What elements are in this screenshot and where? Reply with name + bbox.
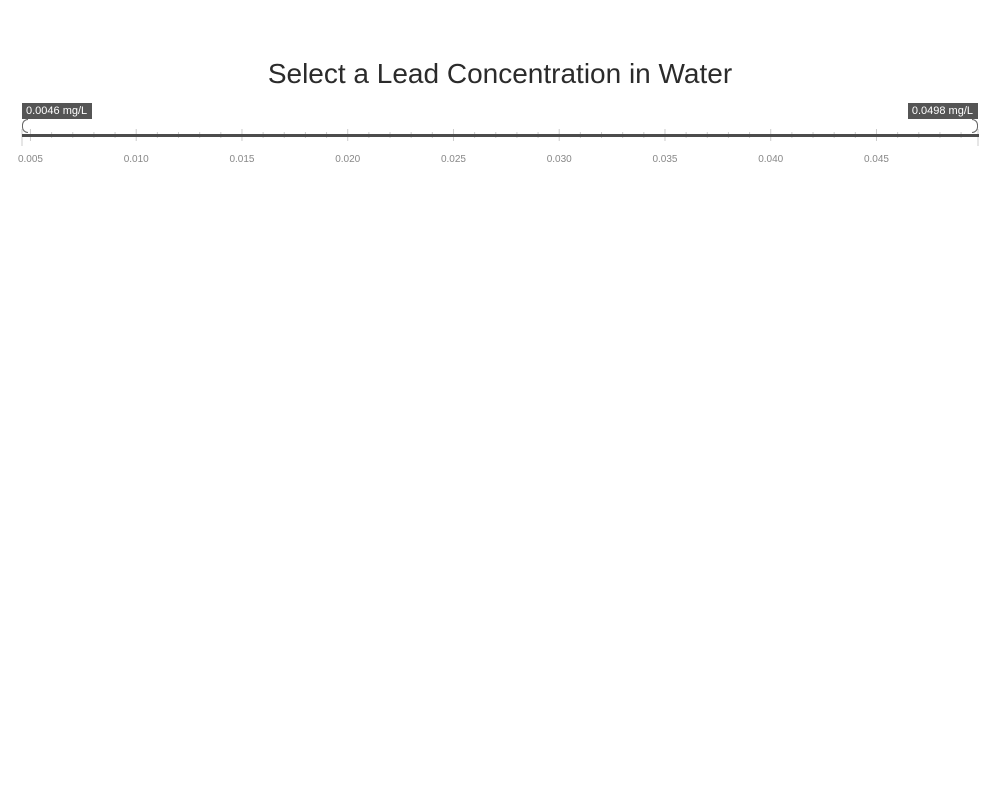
min-handle[interactable] xyxy=(22,119,28,133)
axis-tick-label: 0.030 xyxy=(547,154,572,165)
slider-track[interactable] xyxy=(22,134,979,137)
max-value-label: 0.0498 mg/L xyxy=(907,103,978,119)
axis-tick-label: 0.020 xyxy=(335,154,360,165)
min-value-label: 0.0046 mg/L xyxy=(22,103,93,119)
axis-tick-label: 0.005 xyxy=(18,154,43,165)
axis-tick-label: 0.025 xyxy=(441,154,466,165)
axis-tick-label: 0.010 xyxy=(124,154,149,165)
axis-tick-label: 0.045 xyxy=(864,154,889,165)
axis-tick-label: 0.015 xyxy=(229,154,254,165)
slider-axis: 0.005 0.010 0.015 0.020 0.025 0.030 0.035 0.040… xyxy=(18,129,979,165)
axis-tick-label: 0.040 xyxy=(758,154,783,165)
page-title: Select a Lead Concentration in Water xyxy=(267,58,733,89)
axis-tick-label: 0.035 xyxy=(652,154,677,165)
concentration-range-slider[interactable]: 0.005 0.010 0.015 0.020 0.025 0.030 0.035 0.040… xyxy=(0,95,1000,185)
